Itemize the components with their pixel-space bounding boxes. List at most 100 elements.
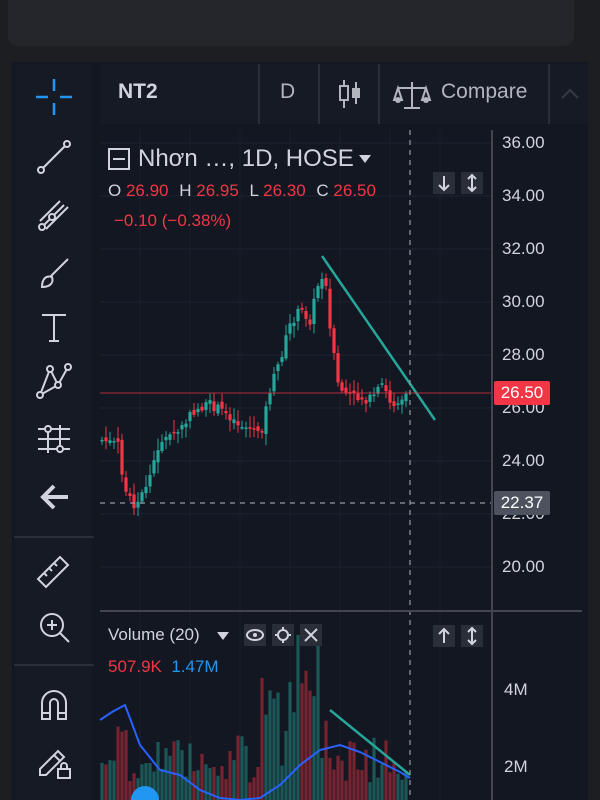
volume-bar [300, 683, 304, 800]
candle-body [352, 390, 356, 394]
volume-bar [100, 762, 104, 800]
volume-bar [180, 750, 184, 800]
pane-move-buttons[interactable] [433, 172, 485, 194]
fib-tool[interactable] [26, 190, 82, 240]
volume-pane-buttons[interactable] [433, 625, 485, 647]
candle-body [160, 441, 164, 452]
candle-body [272, 373, 276, 392]
trend-line-tool[interactable] [26, 132, 82, 182]
candle-body [260, 430, 264, 433]
candle-body [376, 386, 380, 394]
ruler-icon [36, 555, 70, 589]
candle-body [228, 414, 232, 421]
volume-bar [112, 760, 116, 800]
volume-tick: 2M [504, 757, 528, 776]
candle-body [300, 307, 304, 310]
candle-body [264, 406, 268, 435]
crosshair-icon [36, 79, 72, 115]
candle-body [248, 427, 252, 429]
prediction-tool[interactable] [26, 414, 82, 464]
volume-bar [244, 745, 248, 800]
interval-button[interactable]: D [280, 80, 296, 103]
candle-body [404, 393, 408, 402]
volume-bar [384, 740, 388, 800]
volume-bar [208, 768, 212, 800]
zoom-in-icon [40, 613, 70, 643]
candle-body [172, 431, 176, 434]
collapse-legend-icon[interactable] [108, 148, 130, 170]
symbol-title[interactable]: Nhơn …, 1D, HOSE [138, 145, 354, 172]
volume-bar [260, 677, 264, 800]
magnet-tool[interactable] [26, 680, 82, 730]
text-tool[interactable] [26, 302, 82, 352]
candle-body [128, 493, 132, 496]
indicator-actions[interactable] [244, 624, 322, 646]
candle-body [384, 385, 388, 392]
symbol-button[interactable]: NT2 [118, 80, 158, 103]
compare-button[interactable]: Compare [441, 80, 528, 103]
candle-body [284, 335, 288, 359]
volume-bar [396, 773, 400, 800]
candle-body [332, 328, 336, 354]
fib-icon [38, 200, 69, 231]
candle-body [144, 486, 148, 494]
toolbar-separator [14, 664, 94, 666]
candle-body [164, 437, 168, 441]
trend-line-icon [37, 140, 71, 174]
candle-body [208, 400, 212, 404]
volume-bar [352, 742, 356, 800]
volume-bar [400, 779, 404, 800]
top-card [8, 0, 574, 46]
candle-body [188, 412, 192, 422]
header-divider [258, 64, 260, 124]
candle-body [216, 404, 220, 414]
volume-bar [132, 773, 136, 800]
volume-bar [184, 776, 188, 800]
pattern-icon [36, 363, 72, 399]
volume-bar [348, 741, 352, 800]
close-icon [304, 628, 318, 642]
volume-bar [196, 770, 200, 800]
volume-bar [240, 736, 244, 800]
volume-bars [100, 634, 408, 800]
volume-bar [212, 767, 216, 800]
ruler-tool[interactable] [26, 546, 82, 596]
ohlc-values: O 26.90 H 26.95 L 26.30 C 26.50 [108, 181, 376, 200]
magnet-icon [41, 690, 67, 720]
brush-tool[interactable] [26, 248, 82, 298]
price-tick: 20.00 [502, 557, 545, 576]
caret-down-icon[interactable] [216, 631, 230, 641]
prediction-icon [38, 425, 70, 453]
lock-draw-tool[interactable] [26, 736, 82, 786]
compare-icon[interactable] [392, 78, 432, 110]
volume-bar [140, 764, 144, 800]
candle-body [240, 427, 244, 429]
candle-body [304, 311, 308, 319]
volume-title[interactable]: Volume (20) [108, 625, 200, 644]
volume-bar [256, 766, 260, 800]
zoom-tool[interactable] [26, 602, 82, 652]
crosshair-price-tag: 22.37 [494, 491, 550, 515]
candle-body [180, 424, 184, 430]
chevron-up-icon[interactable] [560, 86, 580, 100]
crosshair-tool[interactable] [26, 72, 82, 122]
header-divider [378, 64, 380, 124]
pattern-tool[interactable] [26, 356, 82, 406]
volume-bar [264, 714, 268, 800]
volume-trend-line[interactable] [329, 709, 411, 776]
candle-body [124, 477, 128, 492]
candles-icon[interactable] [338, 78, 362, 110]
volume-bar [200, 753, 204, 800]
candle-body [364, 400, 368, 404]
candle-body [356, 393, 360, 401]
candle-body [268, 393, 272, 405]
scroll-handle[interactable] [131, 786, 159, 800]
volume-bar [120, 731, 124, 800]
volume-bar [160, 768, 164, 800]
back-tool[interactable] [26, 472, 82, 522]
candle-body [176, 432, 180, 434]
brush-icon [40, 258, 69, 289]
caret-down-icon[interactable] [358, 154, 372, 164]
candle-body [324, 278, 328, 286]
